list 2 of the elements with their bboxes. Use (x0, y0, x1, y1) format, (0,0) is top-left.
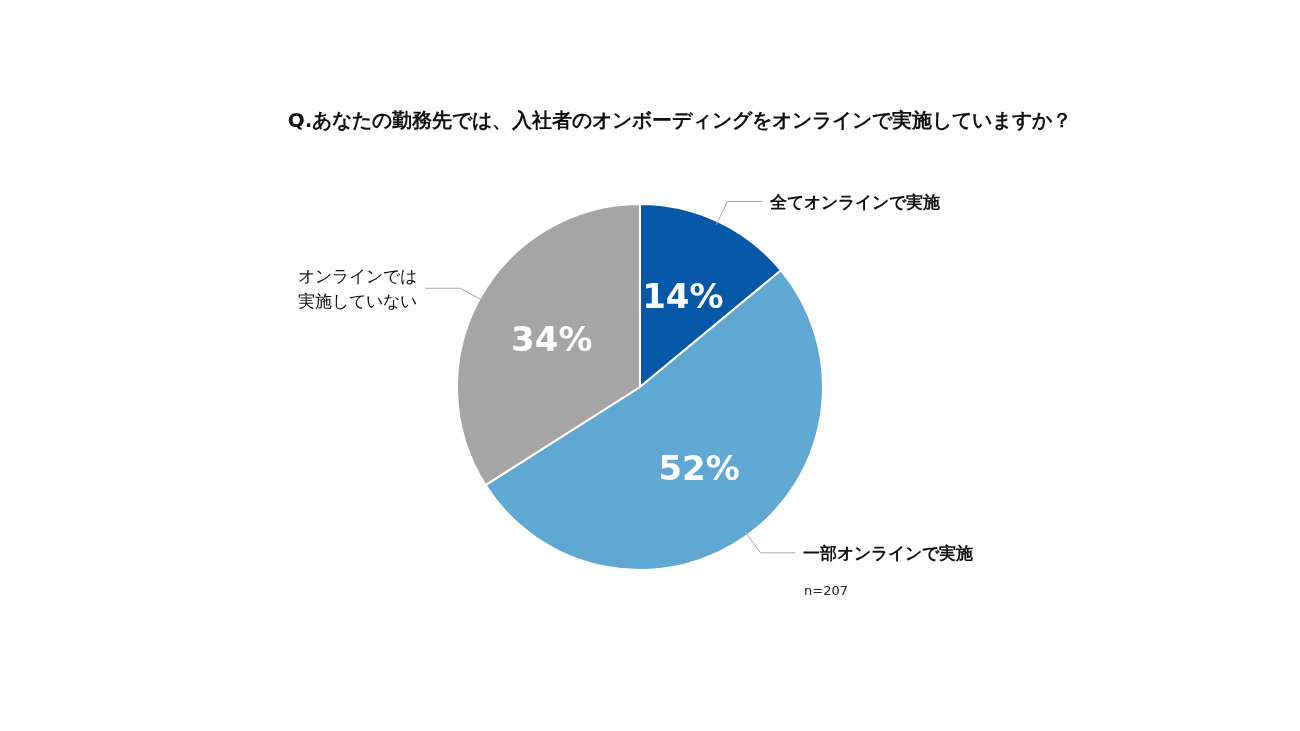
annotation: n=207 (804, 583, 848, 598)
title: Q.あなたの勤務先では、入社者のオンボーディングをオンラインで実施していますか？ (287, 108, 1073, 132)
